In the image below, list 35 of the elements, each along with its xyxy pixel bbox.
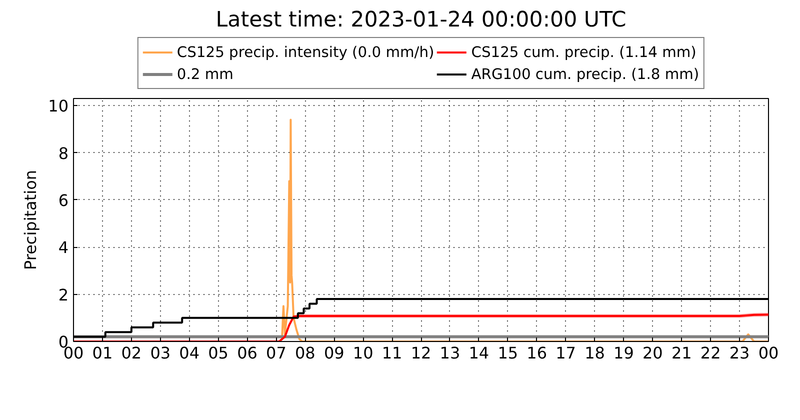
- y-tick-label: 10: [48, 96, 68, 116]
- x-tick-label: 10: [352, 344, 374, 362]
- x-tick-label: 05: [208, 344, 228, 362]
- x-tick-label: 22: [700, 344, 721, 362]
- x-tick-label: 23: [729, 344, 750, 362]
- x-tick-label: 17: [556, 344, 576, 362]
- y-axis-title: Precipitation: [21, 170, 40, 270]
- legend-label: 0.2 mm: [176, 66, 234, 82]
- legend-label: CS125 precip. intensity (0.0 mm/h): [176, 44, 434, 60]
- legend-label: CS125 cum. precip. (1.14 mm): [471, 44, 696, 60]
- x-tick-label: 18: [584, 344, 605, 362]
- y-tick-label: 6: [58, 190, 69, 210]
- x-tick-label: 02: [121, 344, 142, 362]
- x-tick-label: 16: [526, 344, 548, 362]
- x-tick-label: 00: [758, 344, 779, 362]
- x-tick-label: 13: [440, 344, 460, 362]
- y-tick-label: 8: [58, 144, 69, 163]
- x-tick-label: 04: [179, 344, 200, 362]
- legend-label: ARG100 cum. precip. (1.8 mm): [471, 66, 700, 82]
- x-tick-label: 21: [671, 344, 692, 362]
- x-tick-label: 15: [498, 344, 518, 362]
- x-tick-label: 09: [324, 344, 344, 362]
- x-tick-label: 12: [410, 344, 432, 362]
- x-tick-label: 03: [150, 344, 171, 362]
- x-tick-label: 19: [614, 344, 634, 362]
- x-tick-label: 14: [468, 344, 490, 362]
- chart-title: Latest time: 2023-01-24 00:00:00 UTC: [216, 8, 626, 32]
- x-tick-label: 08: [294, 344, 316, 362]
- x-tick-label: 06: [237, 344, 258, 362]
- x-tick-label: 20: [642, 344, 663, 362]
- x-tick-label: 01: [92, 344, 113, 362]
- y-tick-label: 2: [58, 285, 69, 304]
- x-tick-label: 07: [266, 344, 286, 362]
- y-tick-label: 4: [58, 238, 69, 258]
- x-tick-label: 11: [382, 344, 402, 362]
